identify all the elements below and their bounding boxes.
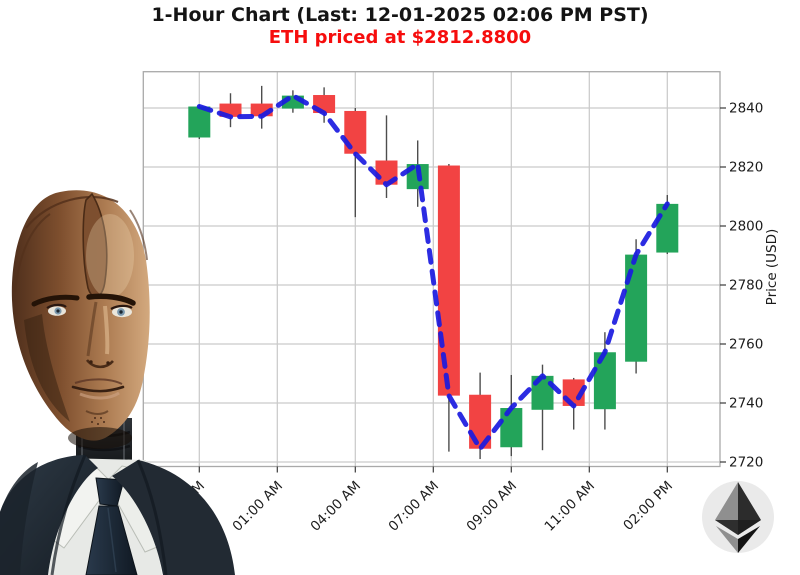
candle-body	[500, 408, 523, 448]
x-tick-label: 09:00 AM	[463, 478, 520, 535]
x-tick-label: 02:00 PM	[620, 478, 676, 534]
candle-body	[188, 106, 211, 138]
robot-suit	[0, 454, 235, 575]
y-tick-label: 2840	[729, 101, 763, 117]
page-title: 1-Hour Chart (Last: 12-01-2025 02:06 PM …	[151, 4, 649, 26]
y-axis-title: Price (USD)	[764, 229, 780, 306]
robot-eye-left	[46, 303, 67, 316]
y-tick-label: 2820	[729, 160, 763, 176]
y-tick-label: 2800	[729, 219, 763, 235]
price-subtitle: ETH priced at $2812.8800	[268, 27, 532, 48]
robot-eye-right	[110, 304, 133, 318]
candle-body	[625, 254, 648, 362]
ethereum-logo-icon	[702, 481, 774, 553]
candle-body	[656, 203, 679, 253]
robot-portrait-icon	[0, 190, 235, 575]
candle-body	[437, 165, 460, 396]
x-tick-label: 07:00 AM	[385, 478, 442, 535]
y-axis-labels: 2840 2820 2800 2780 2760 2740 2720	[729, 101, 763, 471]
candle-body	[593, 352, 616, 410]
axis-ticks	[198, 107, 726, 473]
y-tick-label: 2740	[729, 396, 763, 412]
close-trend-dashed-line	[196, 93, 670, 452]
x-tick-label: 04:00 AM	[307, 478, 364, 535]
y-tick-label: 2780	[729, 278, 763, 294]
x-tick-label: 11:00 AM	[541, 478, 598, 535]
robot-head	[11, 190, 150, 449]
y-tick-label: 2760	[729, 337, 763, 353]
y-tick-label: 2720	[729, 455, 763, 471]
robot-tie	[85, 477, 138, 575]
